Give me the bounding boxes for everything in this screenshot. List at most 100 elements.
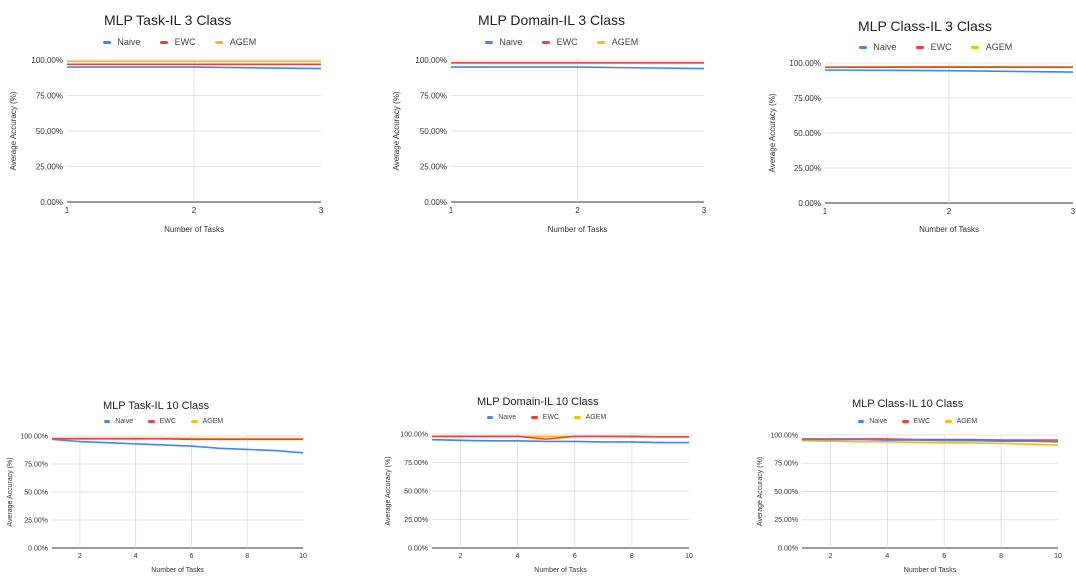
- y-tick-label: 0.00%: [28, 545, 48, 552]
- x-tick-label: 6: [573, 553, 577, 560]
- x-tick-label: 8: [630, 553, 634, 560]
- x-tick-label: 1: [65, 206, 70, 215]
- legend-label: AGEM: [985, 42, 1013, 52]
- legend-item-naive: Naive: [485, 37, 522, 47]
- legend-item-ewc: EWC: [916, 42, 952, 52]
- y-tick-label: 100.00%: [400, 431, 428, 438]
- x-tick-label: 4: [516, 553, 520, 560]
- legend-item-agem: AGEM: [945, 418, 977, 425]
- x-tick-label: 2: [78, 553, 82, 560]
- y-tick-label: 25.00%: [774, 517, 798, 524]
- legend-label: AGEM: [956, 418, 978, 425]
- chart-legend: Naive EWC AGEM: [485, 37, 658, 47]
- x-tick-label: 6: [942, 553, 946, 560]
- x-tick-label: 3: [702, 206, 707, 215]
- y-tick-label: 50.00%: [794, 129, 821, 138]
- x-axis-label: Number of Tasks: [534, 567, 587, 574]
- legend-item-ewc: EWC: [542, 37, 578, 47]
- x-tick-label: 3: [319, 206, 324, 215]
- legend-item-naive: Naive: [859, 42, 896, 52]
- x-axis-label: Number of Tasks: [919, 225, 979, 234]
- chart-title: MLP Class-IL 3 Class: [858, 18, 992, 34]
- legend-swatch-agem: [971, 45, 980, 49]
- legend-swatch-ewc: [916, 45, 925, 49]
- y-axis-label: Average Accuracy (%): [392, 91, 401, 170]
- legend-item-agem: AGEM: [971, 42, 1012, 52]
- y-tick-label: 75.00%: [36, 91, 63, 100]
- x-axis-label: Number of Tasks: [151, 567, 204, 574]
- y-tick-label: 25.00%: [404, 517, 428, 524]
- legend-swatch-ewc: [542, 40, 551, 44]
- y-tick-label: 50.00%: [420, 127, 447, 136]
- legend-label: Naive: [117, 37, 141, 47]
- y-tick-label: 0.00%: [778, 545, 798, 552]
- legend-label: Naive: [869, 418, 888, 425]
- legend-swatch-naive: [487, 416, 494, 419]
- chart-legend: Naive EWC AGEM: [103, 37, 276, 47]
- y-tick-label: 25.00%: [24, 517, 48, 524]
- y-tick-label: 50.00%: [36, 127, 63, 136]
- legend-label: Naive: [873, 42, 897, 52]
- y-tick-label: 50.00%: [24, 489, 48, 496]
- y-axis-label: Average Accuracy (%): [7, 457, 14, 526]
- series-line-ewc: [432, 435, 689, 440]
- legend-swatch-agem: [215, 40, 224, 44]
- legend-swatch-ewc: [160, 40, 169, 44]
- chart-title: MLP Domain-IL 10 Class: [477, 396, 599, 408]
- chart-title: MLP Domain-IL 3 Class: [478, 12, 626, 28]
- legend-item-ewc: EWC: [902, 418, 930, 425]
- x-tick-label: 10: [299, 553, 307, 560]
- y-axis-label: Average Accuracy (%): [757, 457, 764, 526]
- y-tick-label: 25.00%: [36, 162, 63, 171]
- x-tick-label: 8: [245, 553, 249, 560]
- x-axis-label: Number of Tasks: [548, 225, 608, 234]
- y-tick-label: 50.00%: [404, 488, 428, 495]
- legend-label: EWC: [159, 418, 177, 425]
- y-tick-label: 25.00%: [794, 164, 821, 173]
- chart-title: MLP Task-IL 3 Class: [104, 12, 232, 28]
- legend-label: EWC: [930, 42, 952, 52]
- legend-label: AGEM: [611, 37, 639, 47]
- series-line-naive: [802, 438, 1059, 443]
- legend-swatch-naive: [485, 40, 494, 44]
- legend-label: Naive: [115, 418, 134, 425]
- legend-item-agem: AGEM: [574, 414, 606, 421]
- legend-swatch-naive: [858, 420, 865, 423]
- legend-swatch-ewc: [148, 420, 155, 423]
- series-line-naive: [824, 69, 1074, 73]
- y-tick-label: 75.00%: [404, 460, 428, 467]
- legend-item-agem: AGEM: [191, 418, 223, 425]
- legend-label: EWC: [174, 37, 196, 47]
- legend-swatch-ewc: [531, 416, 538, 419]
- y-tick-label: 100.00%: [415, 56, 447, 65]
- legend-label: EWC: [913, 418, 931, 425]
- series-line-ewc: [52, 437, 303, 441]
- y-axis-label: Average Accuracy (%): [385, 456, 392, 525]
- legend-label: AGEM: [585, 414, 607, 421]
- x-tick-label: 1: [449, 206, 454, 215]
- legend-swatch-agem: [597, 40, 606, 44]
- series-line-agem: [801, 439, 1059, 446]
- legend-label: Naive: [499, 37, 523, 47]
- legend-label: EWC: [556, 37, 578, 47]
- y-tick-label: 75.00%: [420, 91, 447, 100]
- legend-label: AGEM: [229, 37, 257, 47]
- legend-label: EWC: [542, 414, 560, 421]
- series-line-naive: [67, 66, 322, 70]
- legend-label: AGEM: [202, 418, 224, 425]
- legend-swatch-agem: [191, 420, 198, 423]
- legend-item-naive: Naive: [487, 414, 516, 421]
- y-tick-label: 100.00%: [789, 59, 821, 68]
- chart-legend: Naive EWC AGEM: [487, 414, 622, 421]
- series-line-naive: [431, 438, 689, 444]
- legend-swatch-ewc: [902, 420, 909, 423]
- x-tick-label: 2: [828, 553, 832, 560]
- x-tick-label: 2: [947, 207, 952, 216]
- x-tick-label: 3: [1071, 207, 1076, 216]
- legend-item-agem: AGEM: [215, 37, 256, 47]
